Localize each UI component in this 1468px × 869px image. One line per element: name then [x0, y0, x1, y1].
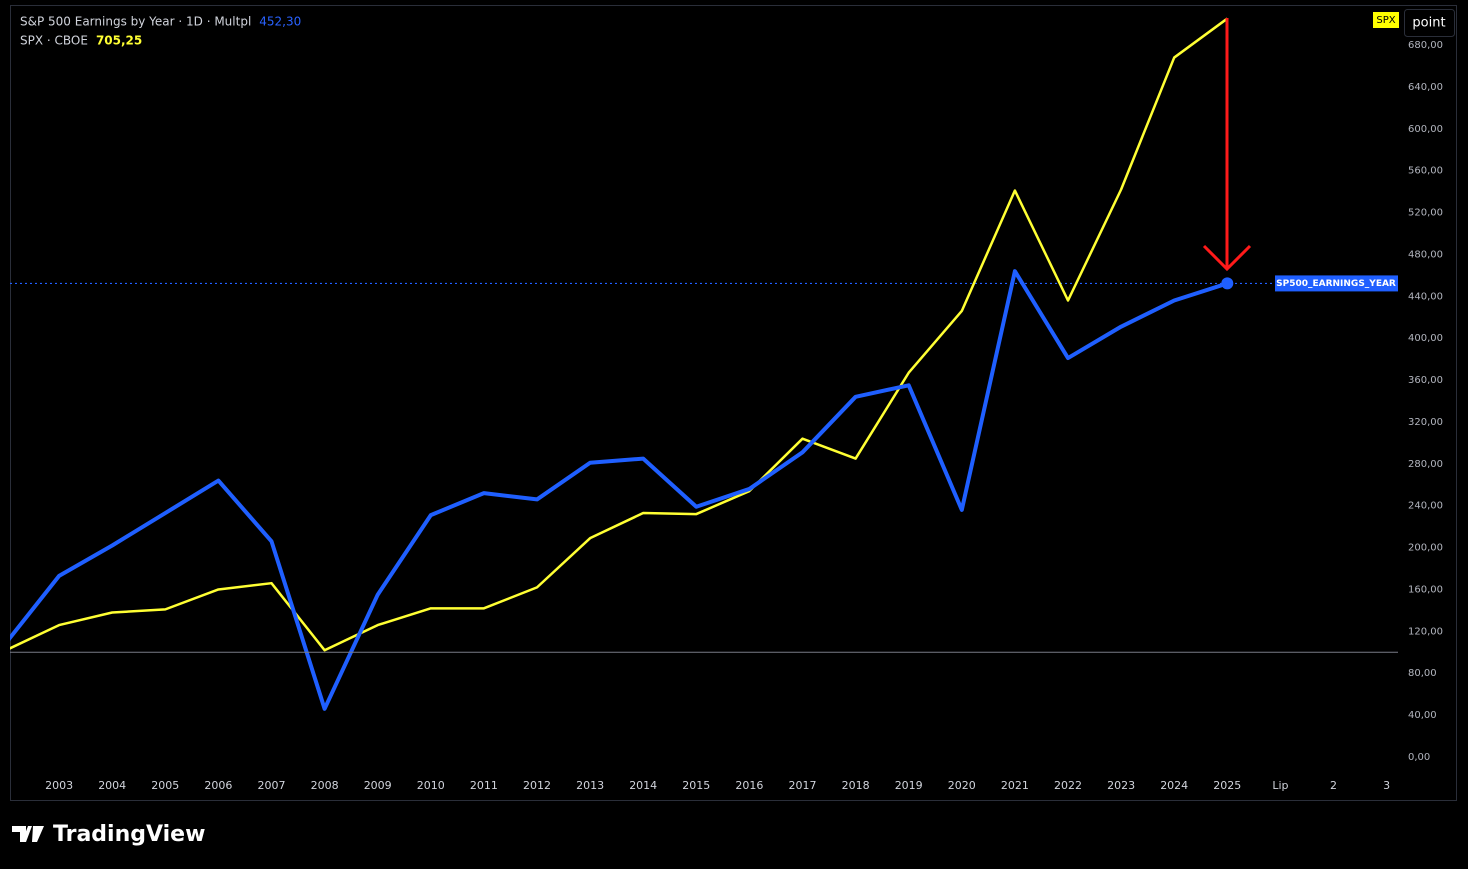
plot-area: 2002 — [10, 17, 1398, 711]
x-tick-label: 2 — [1330, 779, 1337, 792]
x-tick-label: 2020 — [948, 779, 976, 792]
x-tick-label: 2003 — [45, 779, 73, 792]
y-tick-label: 120,00 — [1408, 626, 1443, 637]
y-tick-label: 360,00 — [1408, 375, 1443, 386]
x-tick-label: 3 — [1383, 779, 1390, 792]
y-tick-label: 560,00 — [1408, 166, 1443, 177]
y-tick-label: 280,00 — [1408, 459, 1443, 470]
y-tick-label: 320,00 — [1408, 417, 1443, 428]
x-tick-label: 2016 — [735, 779, 763, 792]
series-line — [10, 17, 1229, 652]
legend-series-2: SPX · CBOE — [20, 34, 88, 48]
last-value-dot — [1221, 277, 1234, 290]
y-tick-label: 520,00 — [1408, 208, 1443, 219]
y-tick-label: 160,00 — [1408, 584, 1443, 595]
y-tick-label: 480,00 — [1408, 249, 1443, 260]
x-tick-label: 2024 — [1160, 779, 1188, 792]
x-tick-label: 2006 — [204, 779, 232, 792]
x-tick-label: 2010 — [417, 779, 445, 792]
point-button[interactable] — [1404, 9, 1455, 37]
x-tick-label: 2011 — [470, 779, 498, 792]
x-tick-label: 2015 — [682, 779, 710, 792]
chart-pane — [10, 5, 1457, 801]
legend-value-2: 705,25 — [96, 34, 142, 48]
x-tick-label: 2023 — [1107, 779, 1135, 792]
series-tag: SP500_EARNINGS_YEAR — [1276, 279, 1396, 289]
x-tick-label: 2022 — [1054, 779, 1082, 792]
y-tick-label: 440,00 — [1408, 291, 1443, 302]
arrow-annotation — [1202, 18, 1252, 272]
y-tick-label: 680,00 — [1408, 40, 1443, 51]
x-tick-label: 2017 — [789, 779, 817, 792]
x-tick-label: 2009 — [364, 779, 392, 792]
x-tick-label: Lip — [1272, 779, 1288, 792]
series-tag-box — [1275, 275, 1398, 292]
y-tick-label: 600,00 — [1408, 124, 1443, 135]
x-tick-label: 2019 — [895, 779, 923, 792]
brand-logo — [12, 826, 44, 842]
y-tick-label: 200,00 — [1408, 543, 1443, 554]
x-tick-label: 2005 — [151, 779, 179, 792]
x-tick-label: 2025 — [1213, 779, 1241, 792]
y-tick-label: 640,00 — [1408, 82, 1443, 93]
x-tick-label: 2012 — [523, 779, 551, 792]
x-tick-label: 2004 — [98, 779, 126, 792]
x-tick-label: 2014 — [629, 779, 657, 792]
symbol-badge — [1373, 12, 1399, 28]
brand-name: TradingView — [53, 822, 205, 847]
x-tick-label: 2007 — [258, 779, 286, 792]
y-tick-label: 240,00 — [1408, 501, 1443, 512]
arrow-head — [1202, 244, 1252, 272]
y-tick-label: 400,00 — [1408, 333, 1443, 344]
x-tick-label: 2013 — [576, 779, 604, 792]
y-tick-label: 40,00 — [1408, 710, 1437, 721]
x-tick-label: 2021 — [1001, 779, 1029, 792]
legend-series-1: S&P 500 Earnings by Year · 1D · Multpl — [20, 15, 251, 29]
x-tick-label: 2008 — [311, 779, 339, 792]
x-tick-label: 2018 — [842, 779, 870, 792]
legend-value-1: 452,30 — [259, 15, 301, 29]
point-button-text[interactable]: point — [1412, 16, 1445, 31]
symbol-badge-text: SPX — [1376, 15, 1395, 26]
y-tick-label: 0,00 — [1408, 752, 1430, 763]
series-line — [10, 269, 1228, 711]
y-tick-label: 80,00 — [1408, 668, 1437, 679]
